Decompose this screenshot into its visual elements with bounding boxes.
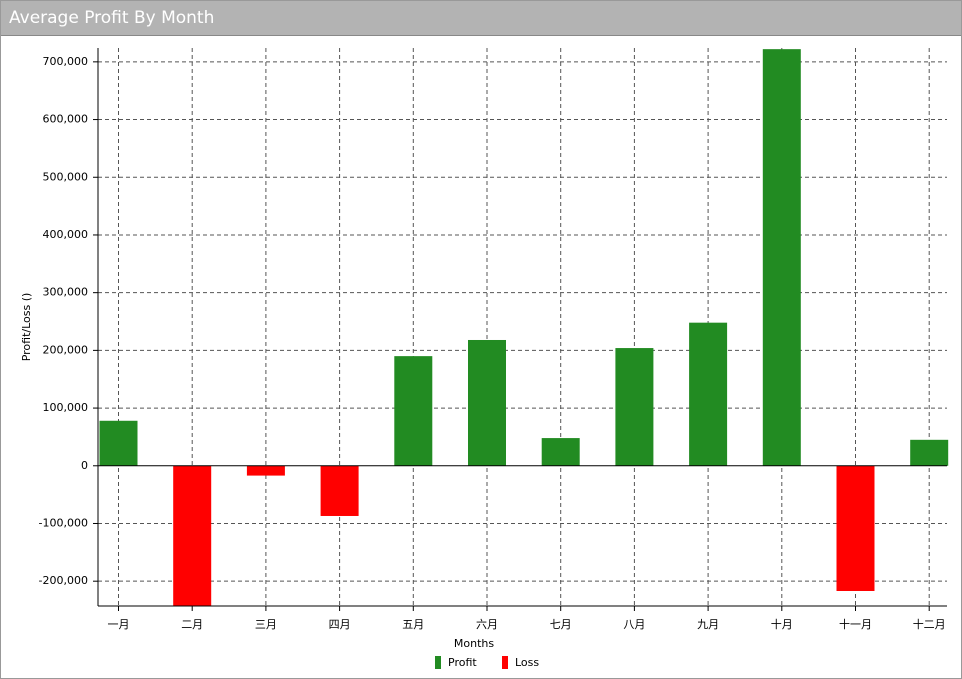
y-tick-label: 400,000 [43,228,89,241]
y-tick-label: 600,000 [43,113,89,126]
x-tick-label: 二月 [181,618,203,631]
x-tick-label: 十一月 [839,617,872,631]
bar [689,322,728,466]
x-tick-label: 六月 [476,618,498,631]
legend-swatch [435,656,441,669]
x-tick-label: 四月 [329,618,351,631]
y-tick-label: 500,000 [43,170,89,183]
y-tick-label: -200,000 [39,574,88,587]
chart-title: Average Profit By Month [1,1,961,36]
legend-label: Profit [448,656,477,669]
y-axis-label: Profit/Loss () [20,293,33,362]
x-tick-label: 八月 [623,618,645,631]
bar [836,465,875,591]
y-tick-label: 100,000 [43,401,89,414]
y-tick-label: 0 [81,459,88,472]
x-tick-label: 十月 [771,617,793,631]
x-tick-label: 五月 [402,618,424,631]
bar [762,49,801,466]
bar [99,420,138,466]
bar [541,438,580,466]
bar [246,465,285,476]
x-axis-label: Months [454,637,494,650]
y-tick-label: 300,000 [43,286,89,299]
bar [394,356,433,466]
bar [615,348,654,466]
y-tick-label: 700,000 [43,55,89,68]
bar [173,465,212,606]
x-tick-label: 一月 [108,618,130,631]
x-tick-label: 七月 [550,618,572,631]
bar [320,465,359,516]
legend-label: Loss [515,656,539,669]
y-tick-label: -100,000 [39,516,88,529]
chart: -200,000 -100,000 0 100,000 200,000 300,000 40… [20,48,949,669]
legend-swatch [502,656,508,669]
x-tick-label: 十二月 [913,617,946,631]
x-tick-label: 九月 [697,618,719,631]
bar [468,339,506,466]
y-tick-label: 200,000 [43,343,89,356]
x-tick-label: 三月 [255,618,277,631]
bar [910,439,949,466]
